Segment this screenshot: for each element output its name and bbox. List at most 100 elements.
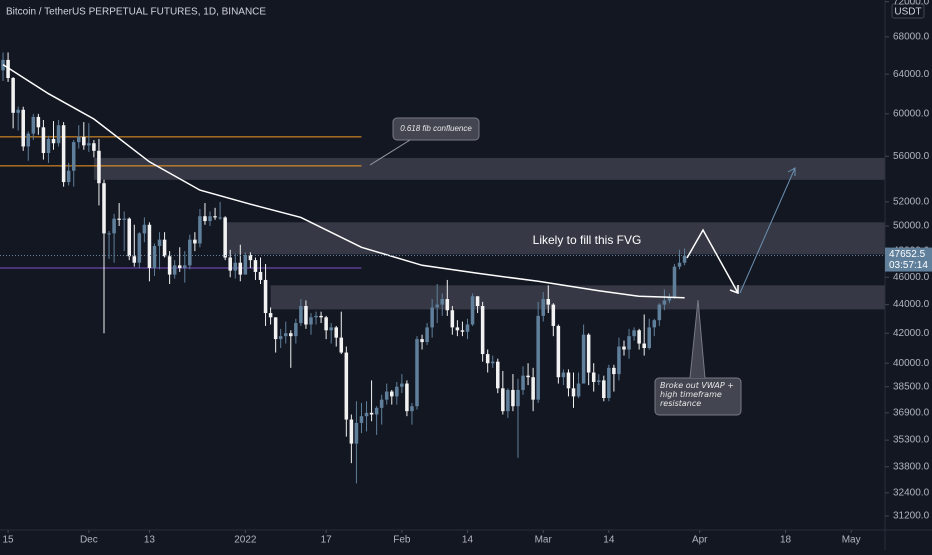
candle-body: [450, 310, 455, 328]
y-tick-label: 52000.0: [893, 196, 930, 207]
y-tick-label: 31200.0: [893, 511, 930, 522]
candle-body: [87, 143, 91, 146]
chart-title: Bitcoin / TetherUS PERPETUAL FUTURES, 1D…: [6, 7, 266, 18]
callout-pointer: [369, 139, 411, 166]
last-price-badge: [885, 247, 932, 272]
candle-body: [521, 375, 525, 390]
candle-body: [334, 327, 338, 338]
candle-body: [21, 109, 25, 147]
candle-body: [56, 125, 61, 144]
candle-body: [652, 320, 657, 328]
candle-body: [102, 183, 106, 234]
x-tick-label: 13: [144, 535, 156, 546]
candle-body: [561, 372, 566, 378]
annotation: Broke out VWAP + high timeframe resistan…: [660, 381, 734, 408]
candle-body: [400, 383, 404, 387]
candle-body: [384, 391, 389, 400]
candle-body: [36, 116, 41, 128]
candle-body: [51, 138, 56, 144]
candle-body: [218, 217, 222, 219]
y-tick-label: 40000.0: [893, 358, 930, 369]
candle-body: [6, 59, 10, 79]
candle-body: [238, 262, 243, 275]
candle-body: [389, 391, 394, 397]
candle-body: [410, 406, 414, 412]
zones: [0, 136, 886, 310]
annotation: Likely to fill this FVG: [533, 233, 642, 247]
x-tick-label: 2022: [234, 535, 257, 546]
candle-body: [283, 333, 288, 337]
candle-body: [617, 346, 621, 375]
candle-body: [92, 143, 96, 151]
candle-body: [536, 315, 540, 400]
candle-body: [490, 361, 495, 364]
candle-body: [516, 389, 520, 407]
candle-body: [193, 239, 197, 244]
candle-body: [304, 306, 308, 325]
projection-arrow: [686, 228, 739, 294]
currency: USDT: [894, 7, 921, 18]
candle-body: [596, 380, 601, 382]
candle-body: [319, 315, 323, 318]
candle-body: [16, 109, 20, 113]
candle-body: [395, 386, 399, 397]
x-tick-label: May: [842, 535, 861, 546]
y-tick-label: 33800.0: [893, 461, 930, 472]
candle-body: [571, 388, 576, 397]
x-tick-label: 14: [603, 535, 615, 546]
candle-body: [672, 266, 677, 298]
y-tick-label: 56000.0: [893, 151, 930, 162]
y-tick-label: 44000.0: [893, 299, 930, 310]
candle-body: [460, 330, 465, 332]
candle-body: [71, 142, 76, 171]
candle-body: [425, 327, 429, 343]
candle-body: [97, 150, 101, 184]
callout-box: [392, 117, 480, 141]
candle-body: [172, 265, 177, 275]
candle-body: [566, 372, 571, 389]
annotation: 0.618 fib confluence: [400, 124, 472, 133]
candle-body: [475, 296, 480, 307]
y-tick-label: 42000.0: [893, 328, 930, 339]
candle-body: [349, 419, 354, 444]
candle-body: [314, 315, 318, 318]
candle-body: [46, 138, 51, 153]
candle-body: [642, 343, 646, 349]
candle-body: [364, 412, 369, 417]
candle-body: [470, 296, 475, 325]
annotation-box: Broke out VWAP + high timeframe resistan…: [660, 381, 734, 408]
candle-body: [208, 216, 212, 222]
candle-body: [157, 239, 162, 246]
projection-arrow: [739, 167, 796, 294]
candle-body: [289, 333, 293, 337]
candle-body: [112, 218, 116, 234]
candle-body: [233, 262, 238, 271]
candle-body: [61, 125, 66, 183]
arrow-head: [787, 167, 796, 176]
candle-body: [354, 422, 359, 444]
candle-body: [152, 245, 157, 268]
x-tick-label: 17: [321, 535, 333, 546]
plot: [0, 52, 885, 484]
candle-body: [253, 260, 258, 272]
candle-body: [622, 346, 626, 350]
candle-body: [496, 361, 500, 389]
candle-body: [662, 300, 667, 305]
candle-body: [228, 257, 232, 271]
candle-body: [677, 262, 682, 267]
candle-body: [682, 255, 687, 263]
candle-body: [405, 383, 409, 412]
candle-body: [11, 78, 15, 113]
callout-pointer: [689, 299, 706, 379]
candle-body: [506, 389, 510, 412]
candle-body: [591, 372, 596, 382]
candle-body: [162, 239, 167, 257]
candle-body: [82, 136, 86, 146]
candle-body: [258, 271, 263, 280]
candle-body: [480, 306, 485, 355]
candle-body: [183, 265, 187, 268]
candle-body: [632, 330, 636, 337]
x-tick-label: 14: [462, 535, 474, 546]
